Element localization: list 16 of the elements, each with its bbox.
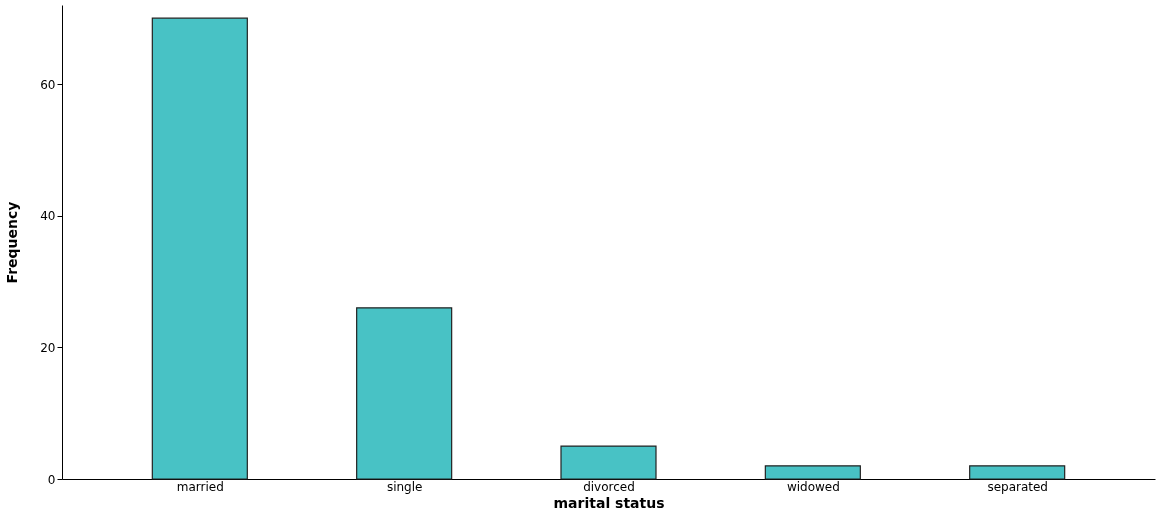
x-tick-label: widowed	[786, 479, 840, 494]
bar	[969, 465, 1066, 480]
x-tick-label: single	[386, 479, 423, 494]
x-tick-label: separated	[987, 479, 1048, 494]
y-axis-title: Frequency	[4, 201, 21, 284]
x-tick-label: divorced	[583, 479, 635, 494]
x-axis-title: marital status	[553, 494, 665, 511]
bar	[151, 17, 248, 480]
y-tick-label: 40	[40, 209, 56, 224]
bar	[764, 465, 861, 480]
y-tick-label: 20	[40, 340, 56, 355]
x-tick-label: married	[176, 479, 224, 494]
bar	[560, 445, 657, 480]
y-tick-label: 60	[40, 77, 56, 92]
bar	[356, 307, 453, 480]
y-tick-label: 0	[47, 472, 56, 487]
